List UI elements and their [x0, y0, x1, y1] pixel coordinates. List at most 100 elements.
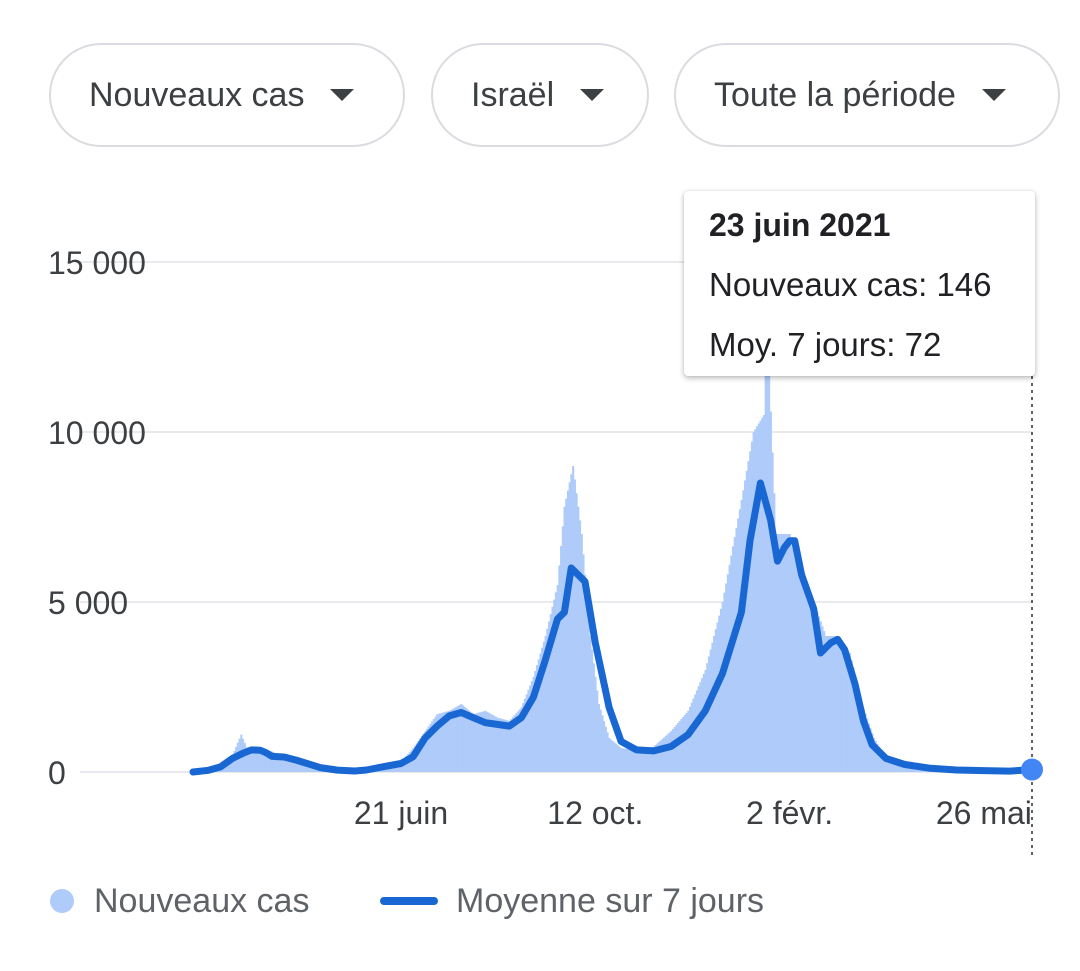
case-bar: [544, 636, 547, 772]
case-bar: [243, 743, 246, 772]
case-bar: [866, 718, 869, 772]
case-bar: [278, 754, 281, 772]
case-bar: [888, 759, 891, 772]
caret-down-icon: [580, 89, 605, 101]
case-bar: [885, 758, 888, 772]
case-bar: [816, 611, 819, 772]
case-bar: [290, 758, 293, 772]
case-bar: [855, 682, 858, 772]
case-bar: [577, 506, 580, 772]
case-bar: [549, 614, 552, 772]
case-bar: [582, 554, 585, 772]
case-bar: [436, 714, 439, 772]
case-bar: [886, 759, 889, 772]
case-bar: [491, 714, 494, 772]
case-bar: [661, 738, 664, 772]
case-bar: [565, 498, 568, 772]
case-bar: [437, 713, 441, 772]
case-bar: [807, 587, 810, 772]
metric-dropdown[interactable]: Nouveaux cas: [49, 43, 405, 147]
case-bar: [585, 595, 588, 772]
case-bar: [869, 728, 872, 772]
x-tick-label: 2 févr.: [746, 795, 833, 831]
case-bar: [842, 643, 845, 772]
x-tick-label: 12 oct.: [547, 795, 643, 831]
case-bar: [489, 713, 492, 772]
case-bar: [487, 712, 490, 772]
case-bar: [305, 763, 308, 772]
case-bar: [847, 650, 850, 772]
case-bar: [597, 704, 601, 772]
case-bar: [895, 762, 898, 772]
case-bar: [535, 665, 539, 772]
case-bar: [570, 474, 573, 772]
case-bar: [823, 631, 826, 772]
case-bar: [750, 441, 754, 772]
case-bar: [721, 602, 724, 772]
case-bar: [539, 653, 542, 772]
case-bar: [862, 708, 865, 772]
case-bar: [456, 705, 460, 772]
case-bar: [678, 721, 681, 772]
case-bar: [704, 670, 707, 772]
case-bar: [618, 746, 621, 772]
legend-line-icon: [380, 897, 438, 905]
case-bar: [656, 743, 659, 772]
case-bar: [773, 493, 776, 772]
case-bar: [563, 506, 566, 772]
cases-bars: [193, 330, 1034, 772]
case-bar: [814, 606, 817, 772]
case-bar: [764, 372, 767, 772]
case-bar: [630, 749, 633, 772]
case-bar: [532, 676, 535, 772]
case-bar: [281, 755, 284, 772]
case-bar: [615, 743, 618, 772]
case-bar: [850, 660, 853, 772]
case-bar: [515, 713, 518, 772]
case-bar: [245, 747, 248, 772]
case-bar: [613, 742, 616, 772]
case-bar: [785, 534, 788, 772]
case-bar: [792, 543, 795, 772]
case-bar: [592, 663, 595, 772]
case-bar: [517, 711, 520, 772]
case-bar: [707, 656, 711, 772]
period-dropdown[interactable]: Toute la période: [674, 43, 1060, 147]
case-bar: [271, 751, 274, 772]
legend-dot-icon: [50, 889, 74, 913]
case-bar: [505, 720, 508, 772]
case-bar: [658, 741, 661, 772]
case-bar: [664, 735, 668, 772]
case-bar: [799, 563, 802, 772]
case-bar: [902, 764, 905, 772]
case-bar: [824, 636, 827, 772]
case-bar: [427, 726, 430, 772]
case-bar: [713, 636, 716, 772]
case-bar: [883, 755, 886, 772]
case-bar: [554, 592, 558, 772]
case-bar: [513, 715, 516, 772]
case-bar: [522, 703, 525, 772]
case-bar: [274, 753, 277, 772]
case-bar: [637, 749, 640, 772]
case-bar: [503, 719, 506, 772]
hover-cursor: [1021, 376, 1043, 856]
case-bar: [690, 702, 693, 772]
country-dropdown[interactable]: Israël: [431, 43, 649, 147]
case-bar: [756, 426, 759, 772]
cases-chart[interactable]: 0 5 000 10 000 15 000 21 juin 12 oct. 2 févr.…: [0, 0, 1080, 860]
case-bar: [475, 713, 478, 772]
case-bar: [259, 747, 262, 772]
case-bar: [422, 733, 425, 772]
case-bar: [498, 718, 501, 772]
case-bar: [769, 411, 772, 772]
case-bar: [443, 712, 446, 772]
case-bar: [759, 420, 762, 772]
case-bar: [642, 748, 645, 772]
case-bar: [652, 746, 656, 772]
case-bar: [267, 750, 270, 772]
case-bar: [229, 756, 233, 772]
case-bar: [776, 534, 779, 772]
highlight-point: [1021, 758, 1043, 781]
case-bar: [298, 761, 301, 772]
